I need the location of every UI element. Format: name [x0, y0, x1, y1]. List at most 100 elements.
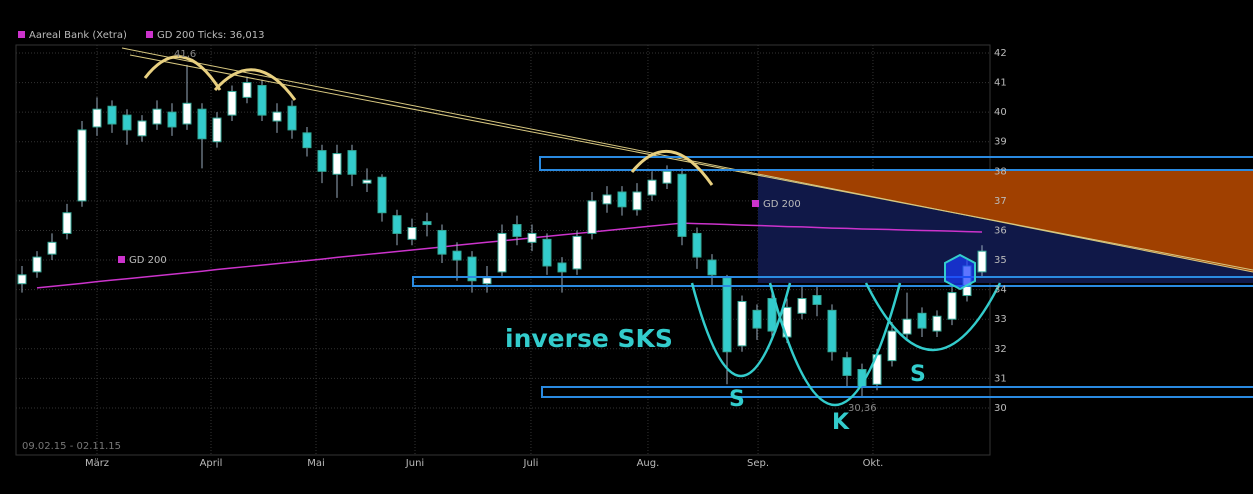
head-label: K [832, 410, 850, 435]
marks [17, 64, 987, 398]
candle-body [302, 132, 312, 149]
candle-body [482, 277, 492, 285]
arc [864, 282, 1002, 352]
candle-body [332, 153, 342, 175]
y-tick-label: 39 [994, 137, 1007, 148]
candle-body [527, 232, 537, 243]
candle-body [407, 227, 417, 240]
candle-body [587, 200, 597, 234]
candle-body [122, 114, 132, 131]
candle-body [452, 250, 462, 261]
ma-label: GD 200 [129, 255, 167, 266]
candle-body [692, 232, 702, 258]
candle-body [152, 108, 162, 125]
grid [16, 45, 990, 455]
y-tick-label: 36 [994, 225, 1007, 236]
x-tick-label: Sep. [747, 458, 769, 469]
range-zone [758, 174, 1253, 283]
x-tick-label: Juni [405, 458, 424, 469]
y-tick-label: 35 [994, 255, 1007, 266]
candle-body [722, 277, 732, 353]
high-label: 41,6 [174, 49, 196, 60]
candle-body [497, 232, 507, 273]
sks-arcs [690, 282, 1002, 407]
neckline-band [412, 276, 1253, 287]
y-tick-label: 33 [994, 314, 1007, 325]
arc [690, 282, 792, 378]
candle-body [92, 108, 102, 128]
shoulder-label: S [729, 387, 745, 412]
arc [143, 55, 222, 91]
top-arcs [143, 55, 714, 186]
x-tick-label: April [200, 458, 223, 469]
x-tick-label: Okt. [863, 458, 884, 469]
candle-body [272, 111, 282, 122]
candle-body [902, 318, 912, 335]
candle-body [317, 150, 327, 172]
candle-body [212, 117, 222, 143]
legend-swatch [18, 31, 25, 38]
candle-body [947, 292, 957, 320]
low-label: 30,36 [848, 403, 877, 414]
candle-body [542, 238, 552, 267]
shoulder-label: S [910, 362, 926, 387]
candle-body [392, 215, 402, 234]
candle-body [737, 300, 747, 347]
resistance-band [539, 156, 1253, 171]
y-tick-label: 30 [994, 403, 1007, 414]
candle-body [197, 108, 207, 140]
candle-body [47, 241, 57, 255]
candle-body [242, 82, 252, 98]
candle-body [797, 298, 807, 314]
candle-body [227, 90, 237, 116]
candle-body [437, 229, 447, 255]
legend-item: GD 200 Ticks: 36,013 [157, 30, 265, 41]
y-tick-label: 32 [994, 344, 1007, 355]
candle-body [107, 105, 117, 125]
candle-body [917, 312, 927, 329]
candle-body [557, 262, 567, 273]
legend-swatch [146, 31, 153, 38]
y-tick-label: 31 [994, 373, 1007, 384]
candle-body [137, 120, 147, 137]
arc [630, 149, 714, 186]
candle-body [467, 256, 477, 282]
candle-body [812, 295, 822, 305]
ma-swatch [118, 256, 125, 263]
candle-body [32, 256, 42, 273]
candle-body [167, 111, 177, 128]
arc [768, 282, 902, 407]
x-tick-label: Juli [523, 458, 539, 469]
candle-body [617, 191, 627, 208]
pattern-label: inverse SKS [505, 324, 673, 353]
candle-body [707, 259, 717, 276]
date-range: 09.02.15 - 02.11.15 [22, 441, 121, 452]
candle-body [662, 170, 672, 184]
candle-body [182, 102, 192, 125]
y-tick-label: 34 [994, 285, 1007, 296]
y-tick-label: 41 [994, 78, 1007, 89]
candle-body [17, 274, 27, 285]
candle-body [767, 298, 777, 332]
candle-body [362, 179, 372, 184]
y-tick-label: 37 [994, 196, 1007, 207]
candle-body [647, 179, 657, 196]
candle-body [752, 309, 762, 329]
candle-body [77, 129, 87, 202]
candle-body [257, 85, 267, 116]
candle-body [887, 330, 897, 362]
candle-body [677, 173, 687, 237]
candle-body [287, 105, 297, 131]
support-band [541, 386, 1253, 398]
candle-body [842, 357, 852, 376]
candle-body [377, 176, 387, 214]
y-tick-label: 40 [994, 107, 1007, 118]
candle-body [602, 194, 612, 205]
x-tick-label: Mai [307, 458, 325, 469]
candle-body [422, 221, 432, 226]
moving-average [36, 222, 983, 289]
candle-body [512, 224, 522, 237]
y-tick-label: 38 [994, 166, 1007, 177]
candle-body [347, 150, 357, 175]
